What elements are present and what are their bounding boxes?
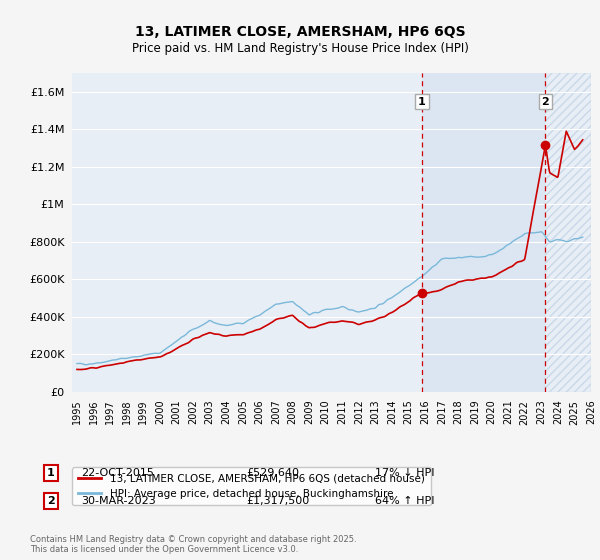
Text: 1: 1 [47,468,55,478]
Text: 64% ↑ HPI: 64% ↑ HPI [375,496,434,506]
Legend: 13, LATIMER CLOSE, AMERSHAM, HP6 6QS (detached house), HPI: Average price, detac: 13, LATIMER CLOSE, AMERSHAM, HP6 6QS (de… [72,468,431,505]
Text: Price paid vs. HM Land Registry's House Price Index (HPI): Price paid vs. HM Land Registry's House … [131,42,469,55]
Text: 30-MAR-2023: 30-MAR-2023 [81,496,156,506]
Bar [422,73,545,392]
Text: 2: 2 [542,96,549,106]
Text: 2: 2 [47,496,55,506]
Text: 17% ↓ HPI: 17% ↓ HPI [375,468,434,478]
Text: 22-OCT-2015: 22-OCT-2015 [81,468,154,478]
Text: £1,317,500: £1,317,500 [246,496,309,506]
Text: 13, LATIMER CLOSE, AMERSHAM, HP6 6QS: 13, LATIMER CLOSE, AMERSHAM, HP6 6QS [134,25,466,39]
Text: £529,640: £529,640 [246,468,299,478]
Bar [545,73,591,392]
Text: Contains HM Land Registry data © Crown copyright and database right 2025.
This d: Contains HM Land Registry data © Crown c… [30,535,356,554]
Text: 1: 1 [418,96,426,106]
